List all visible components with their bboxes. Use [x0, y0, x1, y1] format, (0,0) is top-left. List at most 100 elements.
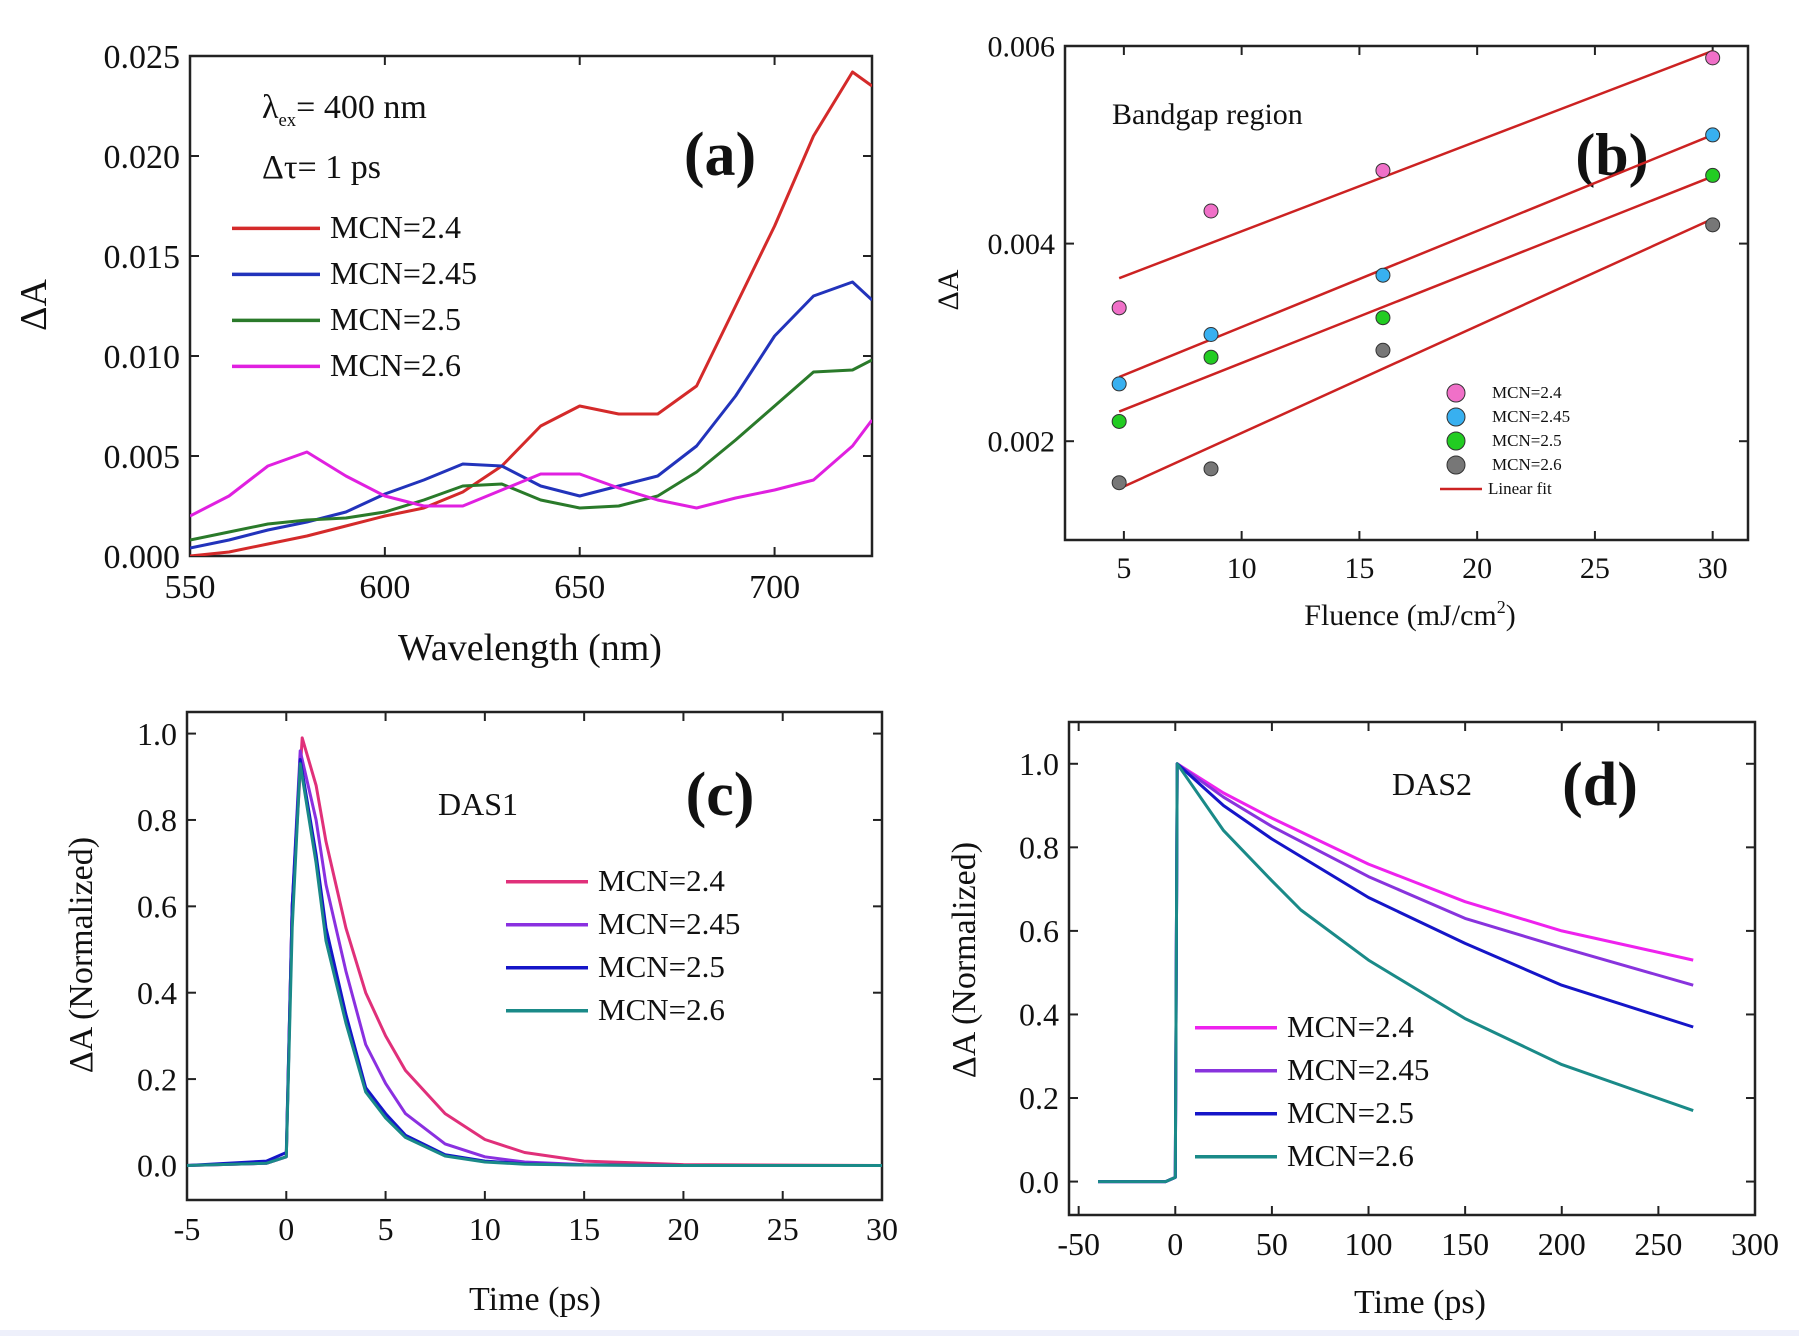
- y-axis-label: ΔA (Normalized): [63, 837, 100, 1073]
- panel-label: (b): [1575, 122, 1648, 188]
- legend-entry: MCN=2.4: [330, 209, 461, 245]
- x-tick-label: 550: [165, 569, 216, 606]
- x-tick-label: 15: [568, 1211, 600, 1247]
- legend-entry: MCN=2.4: [1287, 1009, 1414, 1044]
- annotation-text: Bandgap region: [1112, 98, 1303, 131]
- annotation: Δτ= 1 ps: [262, 149, 381, 186]
- data-point: [1203, 461, 1219, 477]
- y-tick-label: 0.005: [104, 439, 181, 476]
- fit-line: [1118, 175, 1714, 413]
- annotation: λex= 400 nm: [262, 89, 427, 131]
- data-point: [1375, 310, 1391, 326]
- y-tick-label: 1.0: [137, 716, 177, 752]
- series-line-mcn-2-6: [1098, 762, 1694, 1184]
- x-tick-label: 25: [767, 1211, 799, 1247]
- data-point: [1705, 127, 1721, 143]
- x-axis-label: Wavelength (nm): [398, 627, 662, 669]
- x-tick-label: 150: [1441, 1226, 1489, 1262]
- legend-entry: MCN=2.45: [1287, 1052, 1429, 1087]
- x-tick-label: -50: [1057, 1226, 1100, 1262]
- panel-label: (c): [686, 761, 755, 829]
- legend-entry: MCN=2.45: [1492, 407, 1570, 426]
- x-axis-label-text: Time (ps): [1354, 1284, 1486, 1321]
- legend-entry: MCN=2.6: [330, 347, 461, 383]
- legend-entry: MCN=2.4: [1492, 383, 1562, 402]
- legend-marker: [1446, 431, 1466, 451]
- x-tick-label: 30: [1698, 552, 1728, 585]
- y-tick-label: 0.015: [104, 239, 181, 276]
- x-tick-label: 200: [1538, 1226, 1586, 1262]
- annotation-text: DAS1: [438, 786, 518, 822]
- plot-frame: [185, 710, 884, 1202]
- fit-line: [1118, 217, 1714, 490]
- legend-entry: MCN=2.6: [1287, 1138, 1414, 1173]
- x-tick-label: 600: [359, 569, 410, 606]
- x-tick-label: 20: [667, 1211, 699, 1247]
- legend-entry: MCN=2.6: [1492, 455, 1562, 474]
- legend-marker: [1446, 407, 1466, 427]
- data-point: [1705, 217, 1721, 233]
- legend-marker: [1446, 383, 1466, 403]
- annotation-text: = 400 nm: [296, 89, 427, 126]
- data-point: [1203, 326, 1219, 342]
- x-axis-label-text: Fluence (mJ/cm: [1304, 599, 1496, 632]
- y-tick-label: 0.8: [137, 802, 177, 838]
- x-axis-label: Time (ps): [469, 1281, 601, 1318]
- legend-entry: MCN=2.5: [1492, 431, 1562, 450]
- annotation-text: Δτ= 1 ps: [262, 149, 381, 186]
- panel-label: (a): [684, 121, 756, 189]
- series-line-mcn-2-4: [190, 70, 872, 556]
- panel-a: 550 600 650 700 0.000 0.005 0.010 0.015 0.020 0.0…: [13, 39, 874, 669]
- plot-data: [187, 736, 882, 1167]
- y-tick-label: 0.2: [137, 1061, 177, 1097]
- y-tick-label: 0.6: [1019, 913, 1059, 949]
- x-tick-label: -5: [174, 1211, 201, 1247]
- legend-marker: [1446, 455, 1466, 475]
- legend-entry: MCN=2.45: [330, 255, 477, 291]
- data-point: [1111, 413, 1127, 429]
- panel-b: 5 10 15 20 25 30 0.002 0.004 0.006 Fluence (mJ/cm…: [932, 31, 1750, 632]
- legend-entry: MCN=2.5: [330, 301, 461, 337]
- y-axis-label: ΔA: [13, 279, 55, 331]
- x-axis-label: Time (ps): [1354, 1284, 1486, 1321]
- data-point: [1705, 50, 1721, 66]
- y-tick-label: 0.0: [137, 1148, 177, 1184]
- plot-frame: [1067, 720, 1757, 1217]
- legend-entry: MCN=2.5: [1287, 1095, 1414, 1130]
- x-tick-label: 30: [866, 1211, 898, 1247]
- data-point: [1111, 300, 1127, 316]
- x-tick-label: 5: [378, 1211, 394, 1247]
- x-tick-label: 650: [554, 569, 605, 606]
- x-tick-label: 250: [1634, 1226, 1682, 1262]
- y-tick-label: 0.025: [104, 39, 181, 76]
- y-tick-label: 0.4: [1019, 997, 1059, 1033]
- bottom-strip: [0, 1330, 1799, 1336]
- y-tick-label: 0.020: [104, 139, 181, 176]
- annotation-prefix: λ: [262, 89, 279, 126]
- y-tick-label: 0.6: [137, 889, 177, 925]
- data-point: [1203, 203, 1219, 219]
- series-line-mcn-2-6: [190, 419, 872, 518]
- x-axis-label-text: Wavelength (nm): [398, 627, 662, 669]
- plot-data: [190, 70, 872, 556]
- x-tick-label: 0: [1167, 1226, 1183, 1262]
- x-axis-label: Fluence (mJ/cm2): [1304, 597, 1515, 632]
- data-point: [1203, 349, 1219, 365]
- data-point: [1375, 162, 1391, 178]
- data-point: [1111, 475, 1127, 491]
- plot-data: [1098, 762, 1694, 1184]
- legend-fit-entry: Linear fit: [1488, 479, 1552, 498]
- x-tick-label: 10: [469, 1211, 501, 1247]
- x-axis-label-text: Time (ps): [469, 1281, 601, 1318]
- legend: MCN=2.4 MCN=2.45 MCN=2.5 MCN=2.6: [506, 863, 740, 1027]
- y-tick-label: 0.8: [1019, 830, 1059, 866]
- y-tick-label: 0.4: [137, 975, 177, 1011]
- annotation: DAS1: [438, 786, 518, 822]
- plot-data: [1111, 49, 1721, 491]
- x-tick-label: 100: [1345, 1226, 1393, 1262]
- data-point: [1375, 267, 1391, 283]
- x-tick-label: 10: [1227, 552, 1257, 585]
- y-tick-label: 0.000: [104, 539, 181, 576]
- annotation: Bandgap region: [1112, 98, 1303, 131]
- y-tick-label: 0.0: [1019, 1164, 1059, 1200]
